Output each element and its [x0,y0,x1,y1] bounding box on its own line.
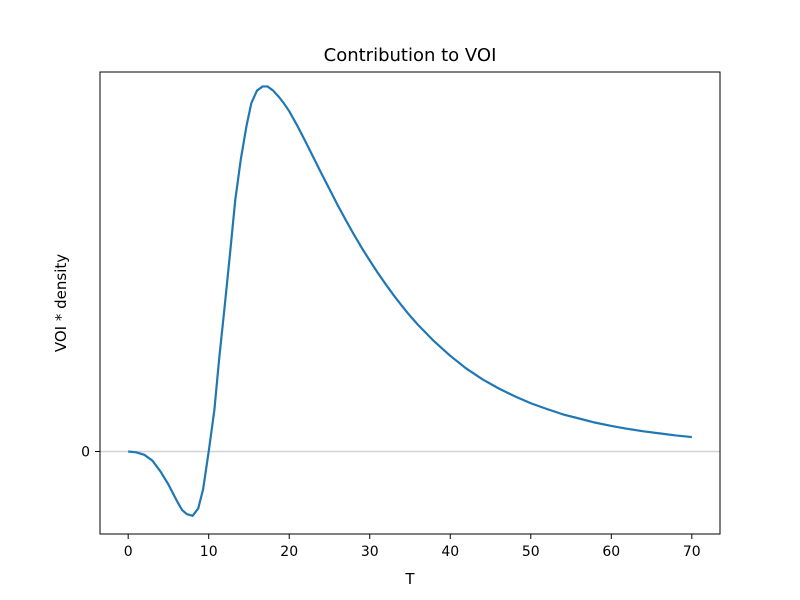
plot-area [100,85,720,517]
series-line-voi-density [128,85,692,517]
y-tick-label: 0 [81,445,90,461]
x-tick-label: 70 [683,544,701,560]
x-tick-label: 60 [602,544,620,560]
x-tick-label: 10 [200,544,218,560]
x-tick-label: 40 [441,544,459,560]
y-axis-label: VOI * density [52,254,70,352]
x-axis-ticks: 0 10 20 30 40 50 60 70 [124,534,701,560]
axes-frame [99,71,721,535]
x-tick-label: 30 [361,544,379,560]
y-axis-ticks: 0 [81,445,100,461]
x-tick-label: 0 [124,544,133,560]
chart-title: Contribution to VOI [324,45,497,66]
x-axis-label: T [404,570,415,588]
x-tick-label: 20 [280,544,298,560]
x-tick-label: 50 [522,544,540,560]
